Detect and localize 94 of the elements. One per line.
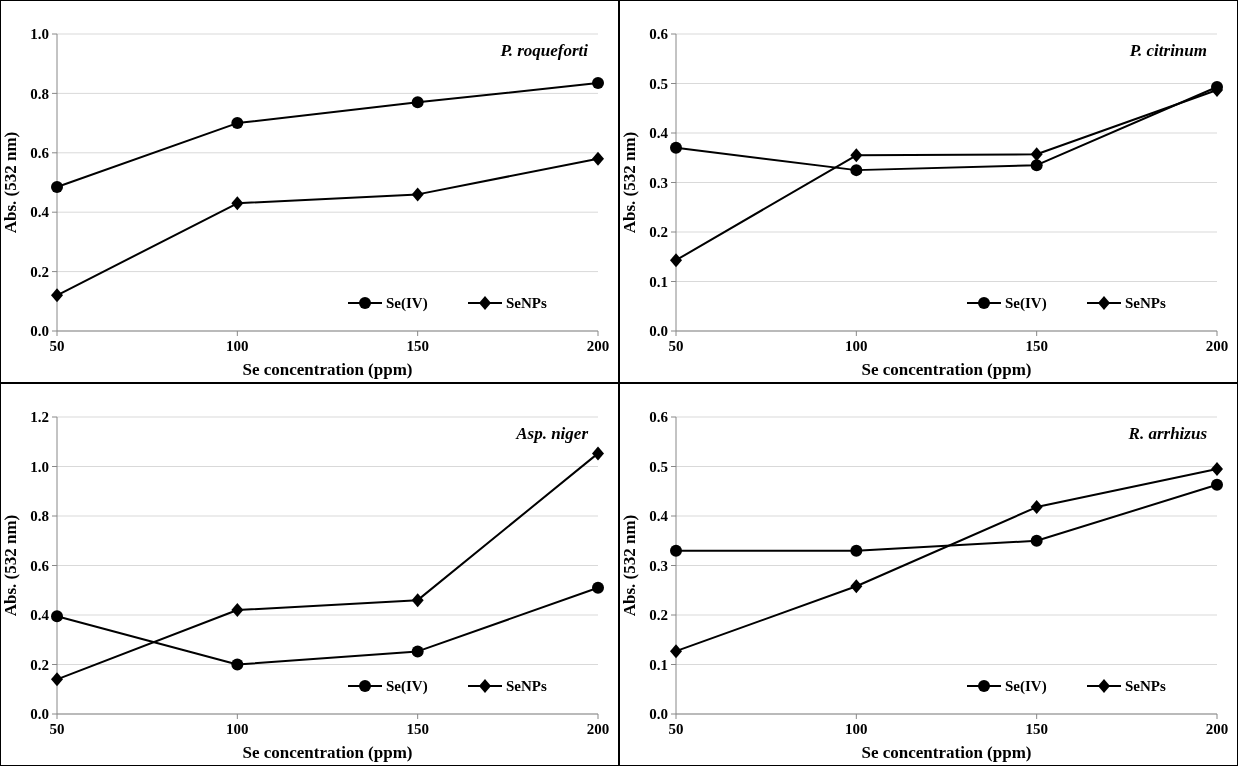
y-tick-label: 0.4 (649, 125, 669, 142)
point (1030, 147, 1043, 162)
y-tick-label: 0.3 (649, 174, 668, 191)
x-tick-label: 100 (226, 721, 249, 737)
point (592, 581, 604, 594)
point (592, 77, 604, 90)
point (850, 579, 863, 594)
point (51, 672, 63, 687)
y-tick-label: 0.2 (30, 656, 49, 673)
legend-label: SeNPs (1125, 295, 1166, 312)
point (850, 164, 863, 177)
point (51, 288, 63, 303)
y-tick-label: 0.6 (30, 557, 50, 574)
point (231, 117, 244, 130)
point (51, 180, 63, 193)
point (1030, 500, 1043, 515)
x-tick-label: 200 (1205, 338, 1229, 354)
x-tick-label: 50 (668, 721, 684, 737)
legend-label: Se(IV) (1005, 295, 1047, 313)
y-axis-title: Abs. (532 nm) (1, 131, 20, 234)
point (1211, 478, 1223, 491)
x-tick-label: 150 (406, 338, 429, 354)
y-tick-label: 0.2 (30, 263, 49, 280)
x-tick-label: 150 (406, 721, 429, 737)
point (670, 644, 682, 659)
y-tick-label: 0.4 (30, 204, 50, 221)
point (1030, 534, 1043, 547)
point (670, 544, 682, 557)
x-tick-label: 150 (1025, 721, 1048, 737)
y-tick-label: 0.1 (649, 656, 668, 673)
point (850, 544, 863, 557)
legend-label: SeNPs (1125, 678, 1166, 695)
x-tick-label: 50 (49, 338, 65, 354)
y-tick-label: 1.2 (30, 409, 49, 426)
y-tick-label: 0.0 (30, 323, 49, 340)
y-tick-label: 0.6 (649, 409, 669, 426)
point (411, 593, 424, 608)
point (1211, 80, 1223, 93)
chart-title: R. arrhizus (1127, 424, 1208, 443)
chart-title: P. roqueforti (499, 41, 589, 60)
point (1211, 461, 1223, 476)
y-tick-label: 0.2 (649, 224, 668, 241)
x-tick-label: 200 (1205, 721, 1229, 737)
y-tick-label: 0.2 (649, 607, 668, 624)
point (670, 141, 682, 154)
y-tick-label: 0.5 (649, 458, 668, 475)
y-tick-label: 0.4 (649, 508, 669, 525)
y-tick-label: 0.3 (649, 557, 668, 574)
point (1030, 159, 1043, 172)
legend-label: Se(IV) (386, 295, 428, 313)
y-axis-title: Abs. (532 nm) (620, 514, 639, 617)
point (850, 148, 863, 163)
legend-label: Se(IV) (1005, 678, 1047, 696)
y-tick-label: 0.0 (649, 323, 668, 340)
x-tick-label: 200 (586, 338, 610, 354)
y-tick-label: 1.0 (30, 458, 49, 475)
y-tick-label: 0.8 (30, 508, 49, 525)
chart-title: Asp. niger (515, 424, 589, 443)
legend-label: Se(IV) (386, 678, 428, 696)
x-tick-label: 50 (668, 338, 684, 354)
y-tick-label: 0.1 (649, 273, 668, 290)
point (670, 253, 682, 268)
x-axis-title: Se concentration (ppm) (861, 743, 1032, 762)
x-tick-label: 150 (1025, 338, 1048, 354)
x-axis-title: Se concentration (ppm) (242, 743, 413, 762)
x-tick-label: 100 (226, 338, 249, 354)
point (231, 196, 244, 211)
y-tick-label: 0.4 (30, 607, 50, 624)
legend-label: SeNPs (506, 678, 547, 695)
x-tick-label: 100 (845, 338, 868, 354)
y-tick-label: 0.0 (649, 706, 668, 723)
y-axis-title: Abs. (532 nm) (1, 514, 20, 617)
x-tick-label: 200 (586, 721, 610, 737)
point (51, 610, 63, 623)
y-tick-label: 0.0 (30, 706, 49, 723)
point (411, 96, 424, 109)
point (411, 645, 424, 658)
point (592, 446, 604, 461)
y-tick-label: 0.8 (30, 85, 49, 102)
point (411, 187, 424, 202)
y-tick-label: 0.5 (649, 75, 668, 92)
point (592, 151, 604, 166)
x-tick-label: 50 (49, 721, 65, 737)
y-tick-label: 0.6 (30, 145, 50, 162)
x-tick-label: 100 (845, 721, 868, 737)
chart-title: P. citrinum (1128, 41, 1207, 60)
x-axis-title: Se concentration (ppm) (242, 360, 413, 379)
legend-label: SeNPs (506, 295, 547, 312)
y-axis-title: Abs. (532 nm) (620, 131, 639, 234)
point (231, 603, 244, 618)
y-tick-label: 0.6 (649, 26, 669, 43)
x-axis-title: Se concentration (ppm) (861, 360, 1032, 379)
point (231, 658, 244, 671)
y-tick-label: 1.0 (30, 26, 49, 43)
